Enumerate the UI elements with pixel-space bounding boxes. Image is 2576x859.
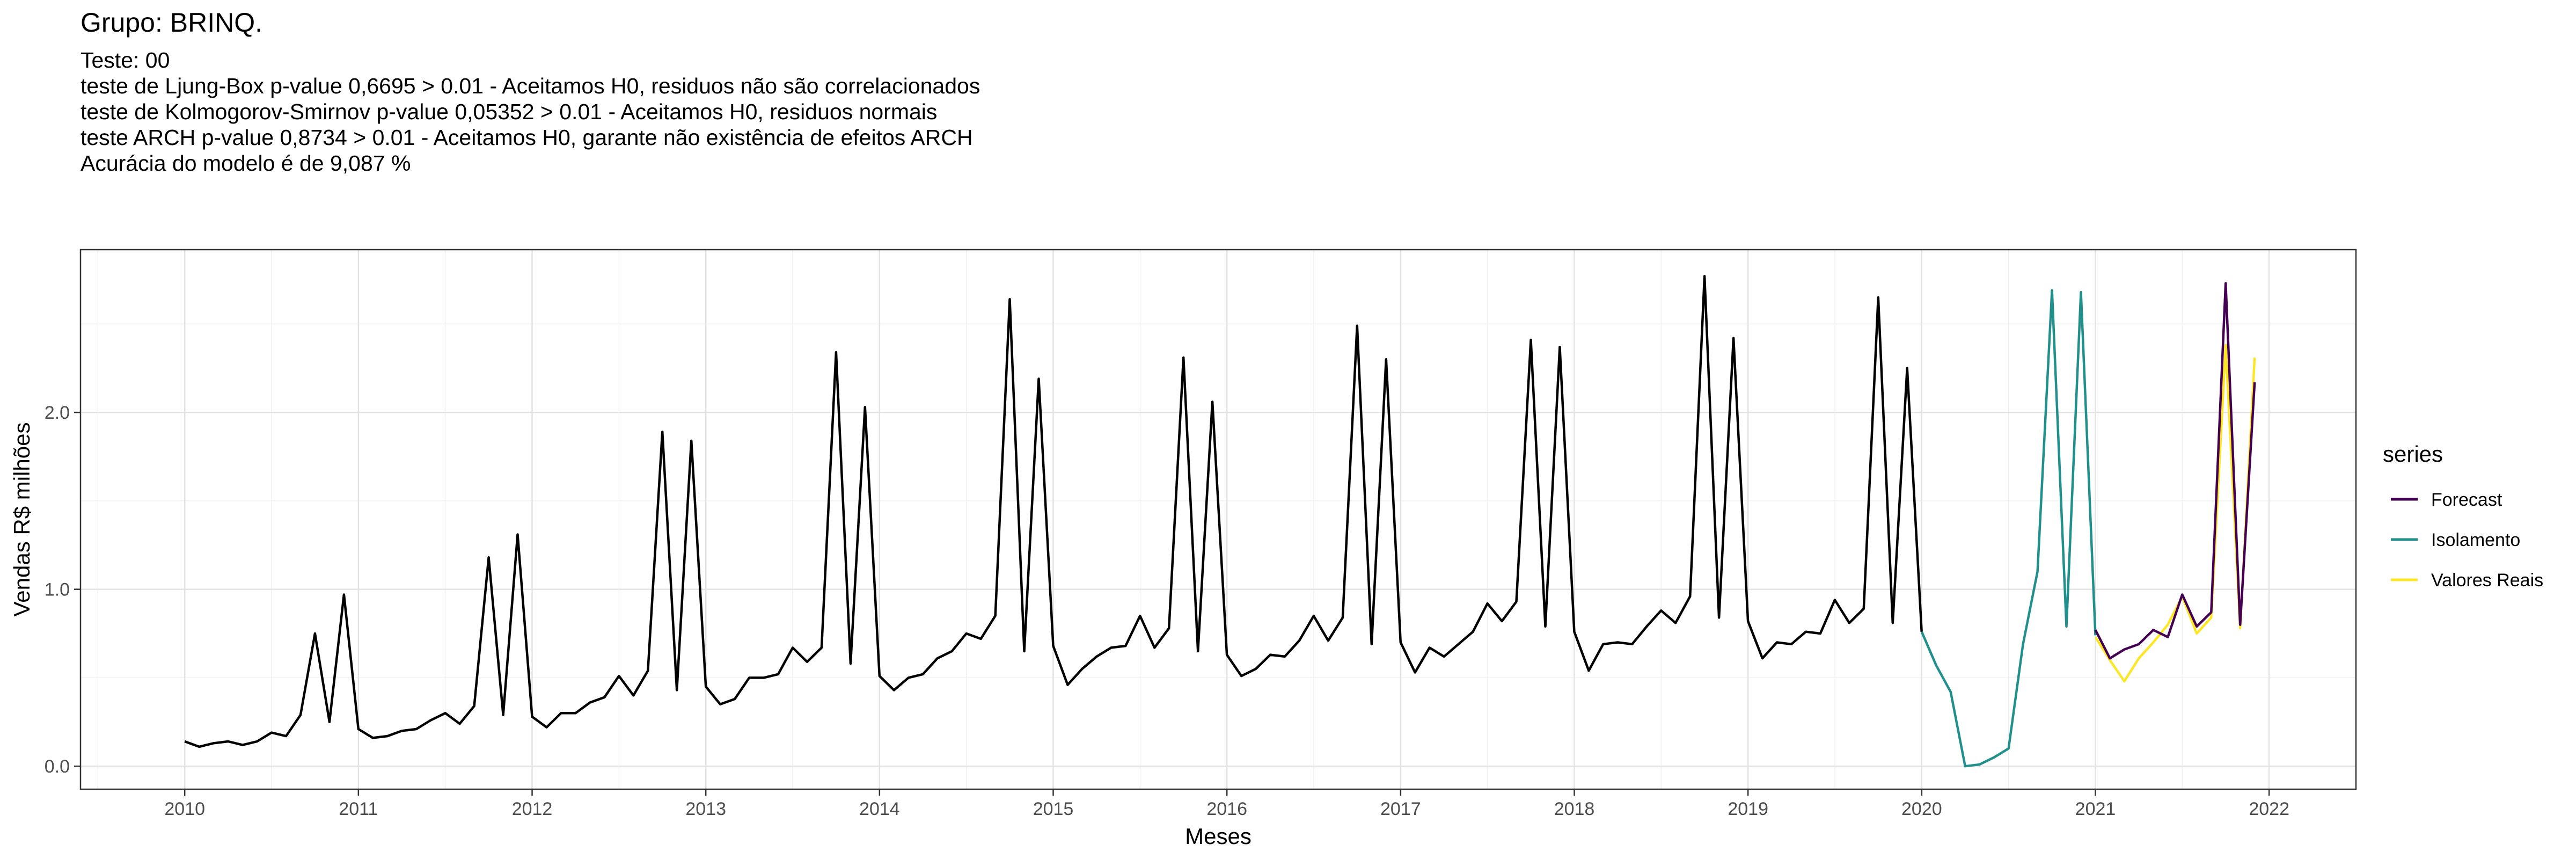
x-tick-label: 2019 — [1728, 799, 1768, 819]
chart-subtitle: Teste: 00 teste de Ljung-Box p-value 0,6… — [80, 47, 980, 176]
x-tick-label: 2022 — [2249, 799, 2289, 819]
chart-title: Grupo: BRINQ. — [80, 8, 262, 38]
series-line-forecast — [2094, 282, 2256, 660]
y-tick-label: 2.0 — [45, 403, 70, 423]
y-tick-label: 0.0 — [45, 756, 70, 777]
x-tick-label: 2013 — [685, 799, 726, 819]
legend-item-label: Forecast — [2431, 490, 2502, 510]
legend-title: series — [2383, 441, 2443, 467]
x-tick-label: 2017 — [1380, 799, 1421, 819]
legend: series Forecast Isolamento Valores Reais — [2383, 441, 2543, 591]
series-line-historico — [184, 275, 1923, 748]
x-tick-label: 2018 — [1554, 799, 1595, 819]
legend-item-label: Isolamento — [2431, 530, 2520, 550]
y-tick-label: 1.0 — [45, 580, 70, 600]
grid-major — [80, 250, 2356, 789]
x-tick-label: 2011 — [339, 799, 378, 819]
axis-ticks — [74, 411, 2270, 796]
subtitle-line: Teste: 00 — [80, 48, 170, 72]
subtitle-line: Acurácia do modelo é de 9,087 % — [80, 151, 411, 176]
x-tick-label: 2016 — [1206, 799, 1247, 819]
x-tick-label: 2014 — [859, 799, 900, 819]
subtitle-line: teste de Ljung-Box p-value 0,6695 > 0.01… — [80, 74, 980, 98]
subtitle-line: teste ARCH p-value 0,8734 > 0.01 - Aceit… — [80, 125, 973, 150]
x-tick-label: 2012 — [512, 799, 553, 819]
y-axis-label: Vendas R$ milhões — [9, 423, 34, 617]
x-tick-label: 2020 — [1901, 799, 1942, 819]
x-tick-label: 2021 — [2075, 799, 2116, 819]
series-line-valores-reais — [2094, 344, 2256, 683]
axis-tick-labels: 2010 2011 2012 2013 2014 2015 2016 2017 2018 2019… — [45, 403, 2289, 819]
x-tick-label: 2010 — [164, 799, 205, 819]
x-axis-label: Meses — [1185, 824, 1252, 849]
x-tick-label: 2015 — [1033, 799, 1074, 819]
series-line-isolamento — [1920, 289, 2097, 768]
series-lines — [184, 275, 2256, 768]
legend-item-label: Valores Reais — [2431, 570, 2543, 591]
subtitle-line: teste de Kolmogorov-Smirnov p-value 0,05… — [80, 99, 938, 124]
panel-border — [79, 249, 2357, 790]
